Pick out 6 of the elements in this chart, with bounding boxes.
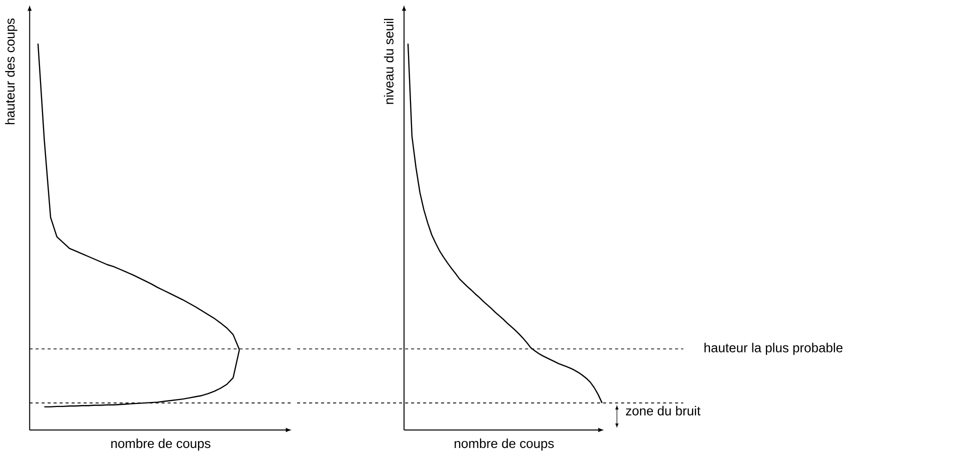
- text: zone du bruit: [626, 406, 700, 416]
- x-axis-title: nombre de coups: [111, 438, 210, 451]
- y-axis-title: niveau du seuil: [384, 18, 394, 104]
- x-axis-title: nombre de coups: [454, 438, 554, 451]
- ref-line-label: hauteur la plus probable: [704, 342, 842, 355]
- y-axis-title: hauteur des coups: [5, 18, 18, 124]
